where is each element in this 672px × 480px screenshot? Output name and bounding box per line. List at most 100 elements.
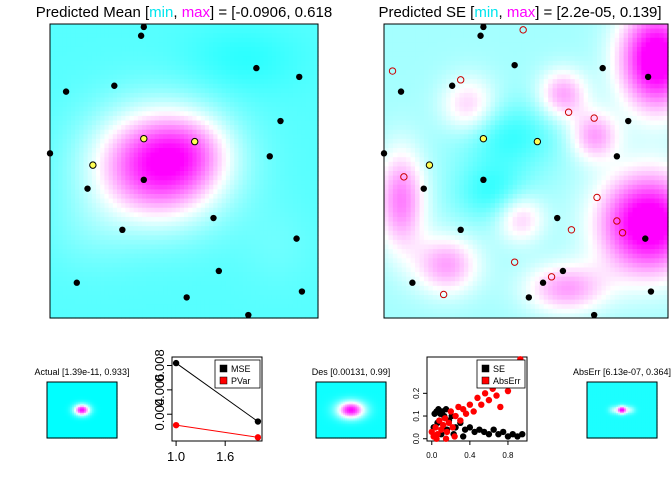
heatmap-cell [401,125,407,131]
heatmap-cell [142,299,147,305]
heatmap-cell [163,88,168,94]
heatmap-cell [163,74,168,80]
heatmap-cell [288,46,294,53]
heatmap-cell [91,281,97,287]
heatmap-cell [246,276,252,282]
heatmap-cell [79,253,85,259]
heatmap-cell [242,102,248,108]
heatmap-cell [96,129,101,135]
heatmap-cell [70,281,76,287]
heatmap-cell [415,207,421,213]
heatmap-cell [66,230,72,236]
heatmap-cell [108,106,114,112]
heatmap-cell [384,134,390,140]
heatmap-cell [221,193,227,200]
heatmap-cell [428,285,434,292]
heatmap-cell [142,74,147,80]
heatmap-cell [297,92,302,99]
heatmap-cell [129,46,135,53]
heatmap-cell [388,129,394,135]
heatmap-cell [150,56,156,62]
heatmap-cell [428,239,434,246]
heatmap-cell [62,92,68,99]
heatmap-cell [146,175,152,181]
heatmap-cell [271,134,277,140]
heatmap-cell [410,166,416,172]
heatmap-cell [142,102,147,108]
heatmap-cell [263,166,269,172]
heatmap-cell [133,134,139,140]
heatmap-cell [313,56,319,62]
heatmap-cell [146,180,152,186]
heatmap-cell [167,115,173,122]
heatmap-cell [158,272,164,278]
heatmap-cell [142,88,147,94]
heatmap-cell [75,24,80,30]
heatmap-cell [251,37,256,43]
heatmap-cell [217,235,223,241]
heatmap-cell [437,79,443,85]
heatmap-cell [171,102,177,108]
heatmap-cell [196,253,202,259]
heatmap-cell [79,143,85,149]
heatmap-cell [251,69,256,76]
heatmap-cell [410,120,416,126]
heatmap-cell [117,157,122,163]
heatmap-cell [54,193,59,200]
heatmap-cell [200,308,206,314]
heatmap-cell [179,313,185,319]
heatmap-cell [62,239,68,246]
heatmap-cell [96,92,101,99]
heatmap-cell [246,51,252,57]
heatmap-cell [146,138,152,145]
heatmap-cell [437,239,443,246]
heatmap-cell [83,235,89,241]
heatmap-cell [397,51,403,57]
heatmap-cell [58,157,64,163]
heatmap-cell [163,24,168,30]
heatmap-cell [79,207,85,213]
heatmap-cell [100,161,106,167]
heatmap-cell [428,143,434,149]
heatmap-cell [267,249,273,255]
heatmap-cell [209,37,214,43]
heatmap-cell [234,212,240,218]
heatmap-cell [406,60,412,66]
heatmap-cell [96,262,101,269]
heatmap-cell [150,129,156,135]
heatmap-cell [255,28,260,34]
heatmap-cell [150,171,156,177]
heatmap-cell [54,106,59,112]
heatmap-cell [406,138,412,145]
heatmap-cell [259,28,265,34]
heatmap-cell [271,189,277,195]
heatmap-cell [238,226,244,232]
heatmap-cell [175,79,181,85]
heatmap-cell [234,285,240,292]
heatmap-cell [87,262,93,269]
heatmap-cell [167,313,173,319]
heatmap-cell [419,120,425,126]
heatmap-cell [54,207,59,213]
heatmap-cell [437,258,443,264]
heatmap-cell [209,308,214,314]
heatmap-cell [196,134,202,140]
heatmap-cell [62,125,68,131]
heatmap-cell [133,267,139,273]
heatmap-cell [288,56,294,62]
heatmap-cell [313,253,319,259]
heatmap-cell [154,74,160,80]
heatmap-cell [428,102,434,108]
heatmap-cell [87,171,93,177]
heatmap-cell [263,290,269,296]
heatmap-cell [112,46,118,53]
heatmap-cell [437,56,443,62]
heatmap-cell [384,221,390,227]
heatmap-cell [267,115,273,122]
heatmap-cell [284,88,290,94]
heatmap-cell [70,92,76,99]
heatmap-cell [96,175,101,181]
heatmap-cell [305,249,311,255]
heatmap-cell [150,198,156,204]
heatmap-cell [96,285,101,292]
